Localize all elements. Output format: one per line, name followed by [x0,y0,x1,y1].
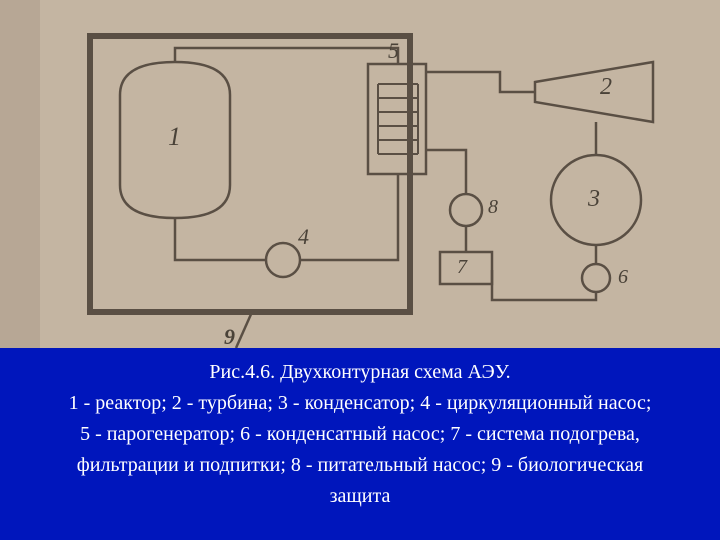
feed-pump [450,194,482,226]
label-condenser: 3 [588,186,600,213]
caption-panel: Рис.4.6. Двухконтурная схема АЭУ. 1 - ре… [0,348,720,540]
caption-line4: защита [8,482,712,511]
label-bio-shield: 9 [224,324,235,350]
label-feed-pump: 8 [488,196,498,219]
circ-pump [266,243,300,277]
condensate-pump [582,264,610,292]
diagram-scan: 1 2 3 4 5 6 7 8 9 [0,0,720,348]
caption-title: Рис.4.6. Двухконтурная схема АЭУ. [8,358,712,387]
turbine [535,62,653,122]
pump6-to-box7 [492,270,596,300]
caption-line1: 1 - реактор; 2 - турбина; 3 - конденсато… [8,389,712,418]
steam-generator [368,64,426,174]
bio-shield-box [90,36,410,312]
schematic-svg [0,0,720,348]
page: 1 2 3 4 5 6 7 8 9 Рис.4.6. Двухконтурная… [0,0,720,540]
steam-line [426,72,535,92]
label-feed-sys: 7 [457,256,467,279]
label-circ-pump: 4 [298,224,309,250]
label-steam-gen: 5 [388,38,399,64]
label-reactor: 1 [168,122,181,152]
label-turbine: 2 [600,74,612,101]
pump8-to-sg [426,150,466,194]
label-cond-pump: 6 [618,266,628,289]
caption-line2: 5 - парогенератор; 6 - конденсатный насо… [8,420,712,449]
pointer-9 [236,312,252,348]
caption-line3: фильтрации и подпитки; 8 - питательный н… [8,451,712,480]
primary-loop-pipes [175,48,398,260]
